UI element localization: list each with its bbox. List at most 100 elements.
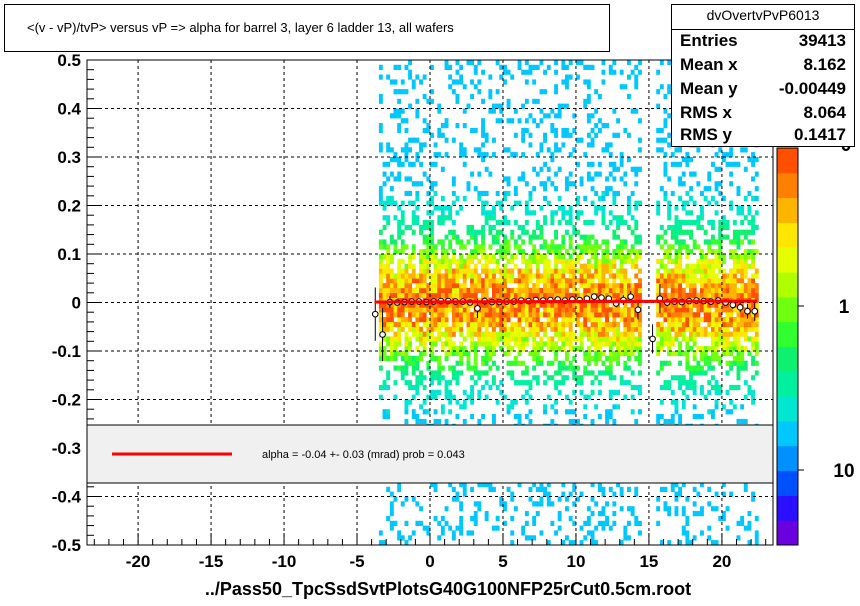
heat-cell [714, 302, 719, 308]
heat-cell [568, 273, 573, 279]
heat-cell [415, 336, 420, 342]
heat-cell [597, 317, 602, 323]
heat-cell [517, 302, 522, 308]
heat-cell [386, 142, 391, 148]
heat-cell [612, 108, 617, 114]
heat-cell [623, 365, 628, 371]
heat-cell [481, 355, 485, 361]
heat-cell [499, 244, 504, 250]
heat-cell [565, 229, 569, 235]
heat-cell [743, 331, 748, 337]
heat-cell [506, 370, 511, 376]
heat-cell [623, 283, 628, 289]
heat-cell [535, 283, 540, 289]
heat-cell [718, 181, 723, 187]
heat-cell [517, 273, 522, 279]
heat-cell [685, 249, 690, 255]
heat-cell [572, 307, 577, 313]
heat-cell [743, 268, 748, 274]
profile-marker [736, 304, 744, 311]
heat-cell [557, 326, 562, 332]
heat-cell [718, 258, 723, 264]
heat-cell [707, 200, 712, 206]
heat-cell [532, 249, 537, 255]
heat-cell [597, 321, 602, 328]
heat-cell [488, 341, 493, 347]
heat-cell [714, 166, 719, 172]
z-tick-label: 1 [839, 297, 850, 318]
heat-cell [419, 336, 423, 342]
heat-cell [499, 74, 504, 80]
heat-cell [561, 244, 566, 250]
heat-cell [411, 409, 416, 415]
heat-cell [586, 370, 591, 376]
heat-cell [703, 258, 708, 264]
heat-cell [506, 244, 511, 250]
heat-cell [692, 404, 697, 410]
heat-cell [422, 239, 427, 245]
heat-cell [404, 399, 409, 405]
heat-cell [612, 355, 617, 361]
heat-cell [678, 244, 682, 250]
heat-cell [711, 220, 715, 226]
heat-cell [444, 215, 449, 221]
heat-cell [400, 326, 405, 332]
heat-cell [404, 64, 409, 70]
heat-cell [430, 380, 434, 386]
heat-cell [597, 326, 602, 332]
heat-cell [543, 263, 547, 269]
heat-cell [546, 268, 551, 274]
heat-cell [612, 195, 617, 201]
heat-cell [499, 326, 504, 332]
heat-cell [623, 394, 628, 400]
heat-cell [619, 69, 624, 75]
heat-cell [692, 331, 697, 337]
heat-cell [422, 409, 427, 415]
heat-cell [663, 278, 668, 284]
heat-cell [462, 292, 467, 298]
heat-cell [517, 118, 522, 124]
heat-cell [397, 229, 402, 235]
heat-cell [594, 326, 599, 332]
heat-cell [400, 220, 405, 226]
heat-cell [524, 317, 529, 323]
heat-cell [685, 157, 690, 163]
heat-cell [663, 123, 668, 129]
heat-cell [634, 321, 639, 328]
heat-cell [703, 268, 708, 274]
heat-cell [557, 273, 562, 279]
heat-cell [400, 215, 405, 221]
heat-cell [674, 312, 679, 318]
heat-cell [484, 287, 489, 294]
heat-cell [619, 283, 624, 289]
heat-cell [634, 108, 639, 114]
heat-cell [440, 205, 445, 211]
heat-cell [721, 491, 726, 497]
heat-cell [382, 307, 387, 313]
heat-cell [451, 326, 456, 332]
heat-cell [605, 263, 609, 269]
heat-cell [440, 341, 445, 347]
heat-cell [696, 370, 701, 376]
heat-cell [528, 69, 533, 75]
stats-separator [672, 29, 854, 30]
heat-cell [583, 535, 588, 541]
heat-cell [685, 384, 690, 391]
heat-cell [473, 234, 478, 240]
heat-cell [517, 317, 522, 323]
profile-marker [751, 307, 759, 315]
heat-cell [667, 132, 672, 138]
heat-cell [634, 515, 639, 522]
heat-cell [638, 283, 642, 289]
heat-cell [451, 249, 456, 255]
heat-cell [524, 292, 529, 298]
heat-cell [382, 239, 387, 245]
heat-cell [535, 360, 540, 366]
heat-cell [703, 292, 708, 298]
heat-cell [630, 326, 635, 332]
heat-cell [627, 355, 631, 361]
heat-cell [725, 331, 730, 337]
heat-cell [411, 331, 416, 337]
heat-cell [638, 292, 642, 298]
stats-label: Mean x [680, 55, 738, 74]
